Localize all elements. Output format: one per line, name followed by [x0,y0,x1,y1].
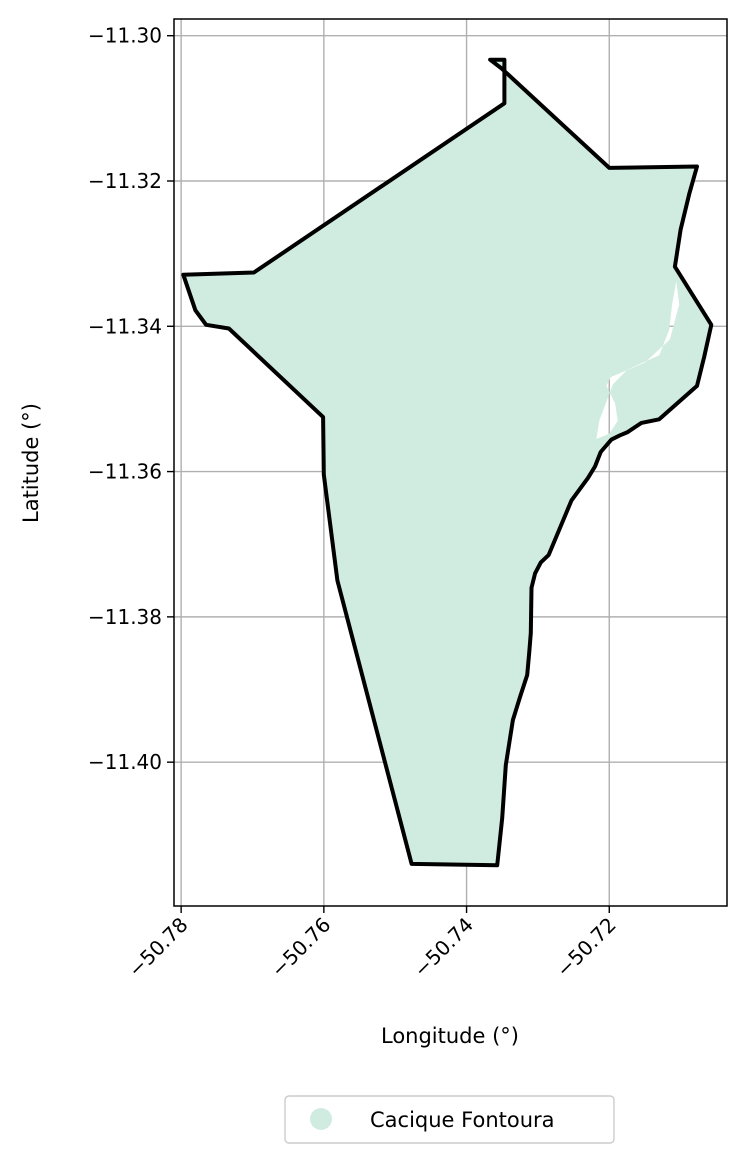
legend-marker [310,1108,332,1130]
plot-frame [173,18,728,907]
x-tick-label: −50.72 [551,913,620,982]
y-tick-label: −11.40 [88,750,162,774]
y-tick-label: −11.30 [88,24,162,48]
region-cacique-fontoura [183,59,712,866]
region-layer [181,57,714,868]
y-tick-label: −11.36 [88,460,162,484]
y-tick-label: −11.38 [88,605,162,629]
legend-frame [284,1095,615,1144]
x-axis-label: Longitude (°) [381,1024,519,1048]
region-outline [181,57,714,868]
y-axis-ticks: −11.30 −11.32 −11.34 −11.36 −11.38 −11.40 [88,24,174,774]
x-tick-label: −50.76 [266,913,335,982]
x-axis-ticks: −50.78 −50.76 −50.74 −50.72 [123,906,621,982]
x-tick-label: −50.78 [123,913,192,982]
legend: Cacique Fontoura [284,1095,615,1144]
legend-label: Cacique Fontoura [370,1108,555,1132]
y-axis-label: Latitude (°) [19,403,43,523]
y-tick-label: −11.34 [88,314,162,338]
x-tick-label: −50.74 [409,913,478,982]
y-tick-label: −11.32 [88,169,162,193]
